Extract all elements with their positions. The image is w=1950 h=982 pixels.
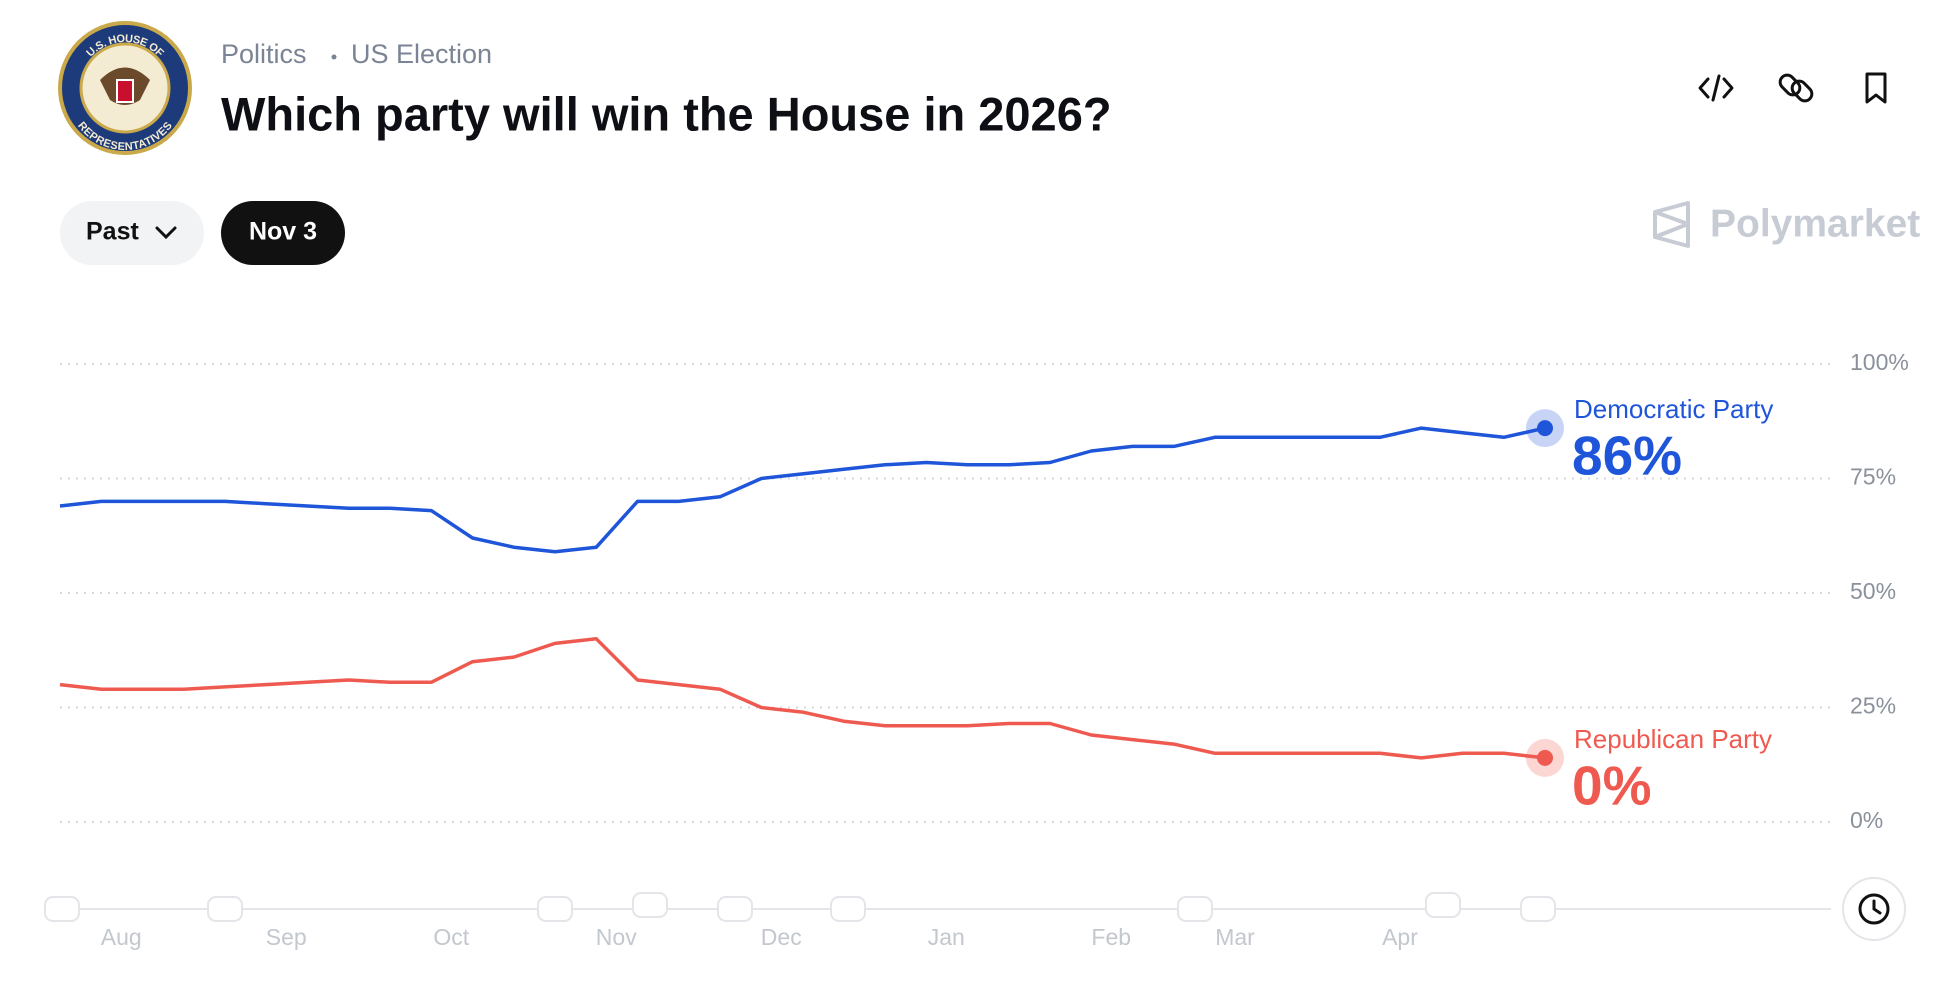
x-tick-label: Sep (266, 924, 307, 950)
range-dropdown[interactable]: Past (60, 201, 204, 265)
clock-button[interactable] (1842, 877, 1906, 941)
embed-button[interactable] (1698, 74, 1734, 102)
x-tick-label: Mar (1215, 924, 1255, 950)
y-tick-label: 25% (1850, 693, 1896, 719)
seal-logo: U.S. HOUSE OF REPRESENTATIVES (58, 21, 192, 155)
y-tick-label: 0% (1850, 807, 1883, 833)
series-line (59, 637, 1546, 760)
legend-label: Democratic Party (1574, 394, 1773, 424)
separator-dot (331, 54, 337, 60)
x-tick-label: Dec (761, 924, 802, 950)
breadcrumb[interactable]: Politics (221, 39, 307, 69)
end-point (1537, 749, 1553, 766)
x-tick-label: Apr (1382, 924, 1418, 950)
y-tick-label: 50% (1850, 578, 1896, 604)
breadcrumb[interactable]: US Election (351, 39, 492, 69)
x-tick-label: Oct (433, 924, 469, 950)
date-label: Nov 3 (249, 218, 317, 246)
link-button[interactable] (1777, 72, 1814, 103)
bookmark-button[interactable] (1865, 72, 1887, 104)
date-pill[interactable]: Nov 3 (221, 201, 345, 265)
dropdown-label: Past (86, 218, 139, 246)
y-tick-label: 75% (1850, 464, 1896, 490)
legend-label: Republican Party (1574, 724, 1772, 754)
series-line (59, 426, 1546, 554)
x-tick-label: Aug (101, 924, 142, 950)
chart: 0% 25% 50% 75% 100% Aug Sep Oct Nov Dec Jan Feb Mar A… (59, 349, 1909, 950)
x-tick-label: Feb (1091, 924, 1131, 950)
current-value: 0% (1572, 754, 1652, 816)
brand-logo: Polymarket (1653, 201, 1920, 248)
end-point (1537, 420, 1553, 437)
time-slider[interactable] (44, 892, 1831, 922)
y-tick-label: 100% (1850, 349, 1909, 375)
current-value: 86% (1572, 425, 1682, 487)
page-title: Which party will win the House in 2026? (221, 87, 1112, 140)
x-tick-label: Jan (928, 924, 965, 950)
brand-name: Polymarket (1710, 202, 1920, 245)
x-tick-label: Nov (596, 924, 637, 950)
